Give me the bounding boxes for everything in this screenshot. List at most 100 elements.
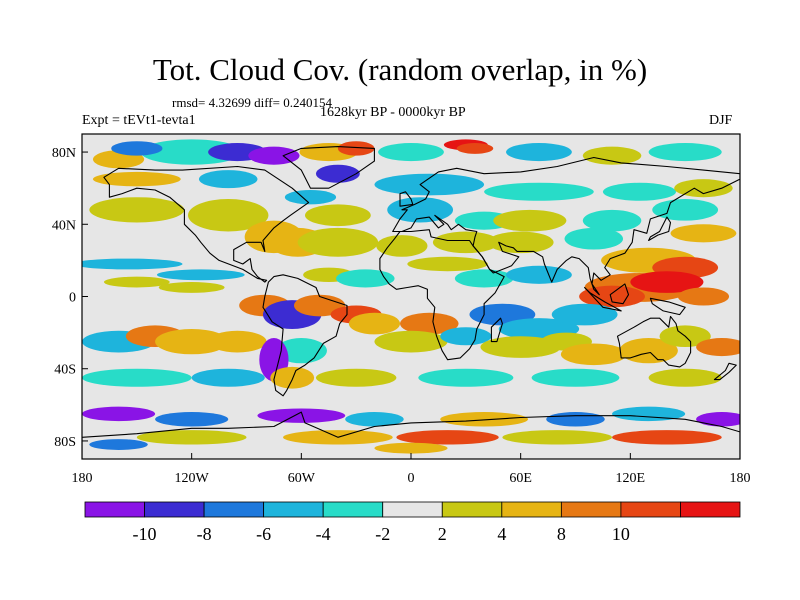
anomaly-region <box>677 287 730 306</box>
anomaly-region <box>89 197 185 223</box>
anomaly-region <box>564 227 624 250</box>
anomaly-region <box>546 412 605 427</box>
colorbar-swatch <box>620 501 681 518</box>
anomaly-region <box>403 291 492 320</box>
colorbar-swatch <box>203 501 265 518</box>
experiment-label: Expt = tEVt1-tevta1 <box>82 113 196 128</box>
lat-tick-label: 40S <box>54 363 76 378</box>
colorbar-swatch <box>84 501 145 518</box>
colorbar-label: 2 <box>438 524 447 544</box>
anomaly-region <box>407 256 488 272</box>
anomaly-region <box>602 182 677 201</box>
africa-coast <box>379 229 505 361</box>
anomaly-region <box>345 412 404 427</box>
colorbar-swatch <box>441 501 503 518</box>
anomaly-region <box>456 143 494 154</box>
new-guinea-coast <box>649 297 686 316</box>
anomaly-region <box>506 143 572 162</box>
colorbar-label: -6 <box>256 524 271 544</box>
lon-tick-label: 180 <box>72 471 93 486</box>
anomaly-region <box>248 146 300 165</box>
lon-tick-label: 180 <box>730 471 751 486</box>
colorbar-swatch <box>263 501 324 518</box>
anomaly-region <box>348 312 401 335</box>
anomaly-region <box>376 235 428 257</box>
anomaly-region <box>155 329 229 355</box>
longitude-axis: 180 120W 60W 0 60E 120E 180 <box>72 453 751 486</box>
anomaly-region <box>374 330 448 353</box>
anomaly-region <box>487 231 554 254</box>
anomaly-region <box>315 164 360 183</box>
anomaly-region <box>136 430 247 445</box>
colorbar-label: 4 <box>497 524 506 544</box>
anomaly-region <box>270 366 315 389</box>
colorbar-label: -8 <box>197 524 212 544</box>
anomaly-region <box>674 179 733 198</box>
cloud-anomaly-field <box>82 139 740 454</box>
anomaly-region <box>418 368 514 387</box>
anomaly-region <box>696 338 740 357</box>
anomaly-region <box>198 170 258 189</box>
anomaly-region <box>315 368 397 387</box>
anomaly-region <box>652 199 719 221</box>
anomaly-region <box>648 143 722 162</box>
anomaly-region <box>378 143 444 162</box>
anomaly-region <box>612 406 686 422</box>
anomaly-region <box>506 265 572 284</box>
borneo-coast <box>609 283 630 305</box>
anomaly-region <box>297 227 379 257</box>
indonesia-coast <box>584 286 622 312</box>
anomaly-region <box>304 204 371 227</box>
colorbar-label: -2 <box>375 524 390 544</box>
anomaly-region <box>374 173 485 196</box>
lat-tick-label: 0 <box>69 291 76 306</box>
anomaly-region <box>432 231 499 254</box>
anomaly-region <box>582 209 642 232</box>
anomaly-region <box>440 327 492 346</box>
anomaly-region <box>696 412 740 427</box>
colorbar-swatch <box>322 501 384 518</box>
colorbar-label: -4 <box>316 524 331 544</box>
lat-tick-label: 40N <box>52 218 76 233</box>
eurasia-coast <box>392 156 740 296</box>
anomaly-region <box>103 276 170 288</box>
australia-coast <box>616 315 692 368</box>
lon-tick-label: 0 <box>408 471 415 486</box>
colorbar: -10 -8 -6 -4 -2 2 4 8 10 <box>84 501 741 544</box>
colorbar-swatch <box>382 501 443 518</box>
anomaly-region <box>484 182 594 201</box>
latitude-axis: 80N 40N 0 40S 80S <box>52 146 88 450</box>
anomaly-region <box>440 412 528 427</box>
period-text: 1628kyr BP - 0000kyr BP <box>320 105 466 120</box>
greenland-coast <box>282 146 375 189</box>
anomaly-region <box>92 171 181 187</box>
anomaly-region <box>82 258 183 270</box>
anomaly-region <box>89 439 148 450</box>
anomaly-region <box>630 271 704 293</box>
new-zealand-coast <box>713 362 737 381</box>
lat-tick-label: 80N <box>52 146 76 161</box>
lon-tick-label: 120E <box>616 471 646 486</box>
anomaly-region <box>82 406 156 422</box>
anomaly-region <box>502 430 613 445</box>
anomaly-region <box>374 442 448 454</box>
britain-coast <box>399 191 414 207</box>
anomaly-region <box>257 408 346 423</box>
anomaly-region <box>531 368 620 387</box>
lon-tick-label: 60E <box>509 471 532 486</box>
anomaly-region <box>111 141 163 156</box>
colorbar-swatch <box>560 501 622 518</box>
colorbar-swatch <box>501 501 562 518</box>
anomaly-region <box>82 368 192 387</box>
anomaly-region <box>454 269 514 288</box>
coastlines <box>82 146 740 459</box>
anomaly-region <box>284 189 337 205</box>
japan-coast <box>648 216 672 242</box>
anomaly-region <box>551 303 618 326</box>
anomaly-region <box>188 199 269 232</box>
anomaly-region <box>294 294 346 317</box>
lat-tick-label: 80S <box>54 435 76 450</box>
antarctica-coast <box>82 411 740 459</box>
anomaly-region <box>337 141 375 156</box>
